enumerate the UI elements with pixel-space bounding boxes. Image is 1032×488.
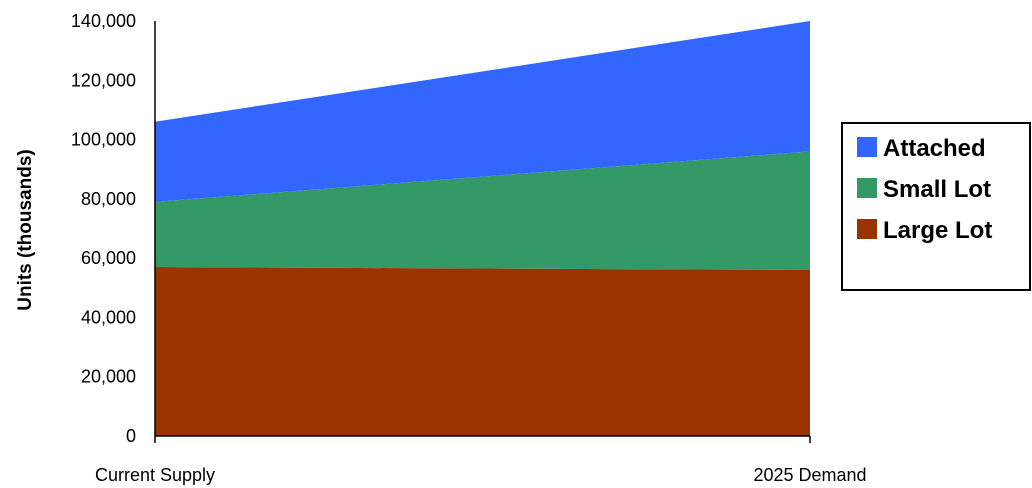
area-small-lot: [155, 151, 810, 270]
x-axis-ticks: Current Supply 2025 Demand: [95, 436, 867, 485]
legend-label: Large Lot: [883, 217, 992, 244]
area-series-group: [155, 21, 810, 436]
legend-item-attached: Attached: [857, 135, 986, 162]
y-axis-title: Units (thousands): [15, 149, 36, 311]
legend-label: Small Lot: [883, 176, 991, 203]
legend-item-large-lot: Large Lot: [857, 217, 992, 244]
legend-item-small-lot: Small Lot: [857, 176, 991, 203]
y-tick-label: 40,000: [81, 307, 136, 327]
legend-swatch: [857, 178, 877, 198]
legend: Attached Small Lot Large Lot: [841, 122, 1031, 291]
axes-group: [154, 21, 810, 437]
y-tick-label: 140,000: [71, 11, 136, 31]
y-tick-label: 0: [126, 426, 136, 446]
area-large-lot: [155, 267, 810, 436]
y-tick-label: 20,000: [81, 367, 136, 387]
y-tick-label: 120,000: [71, 70, 136, 90]
y-tick-label: 80,000: [81, 189, 136, 209]
legend-swatch: [857, 219, 877, 239]
y-axis-ticks: 0 20,000 40,000 60,000 80,000 100,000 120,000 1…: [71, 11, 136, 446]
y-tick-label: 60,000: [81, 248, 136, 268]
x-tick-label: Current Supply: [95, 465, 215, 485]
y-tick-label: 100,000: [71, 130, 136, 150]
legend-label: Attached: [883, 135, 986, 162]
x-tick-label: 2025 Demand: [753, 465, 866, 485]
legend-swatch: [857, 137, 877, 157]
area-attached: [155, 21, 810, 202]
